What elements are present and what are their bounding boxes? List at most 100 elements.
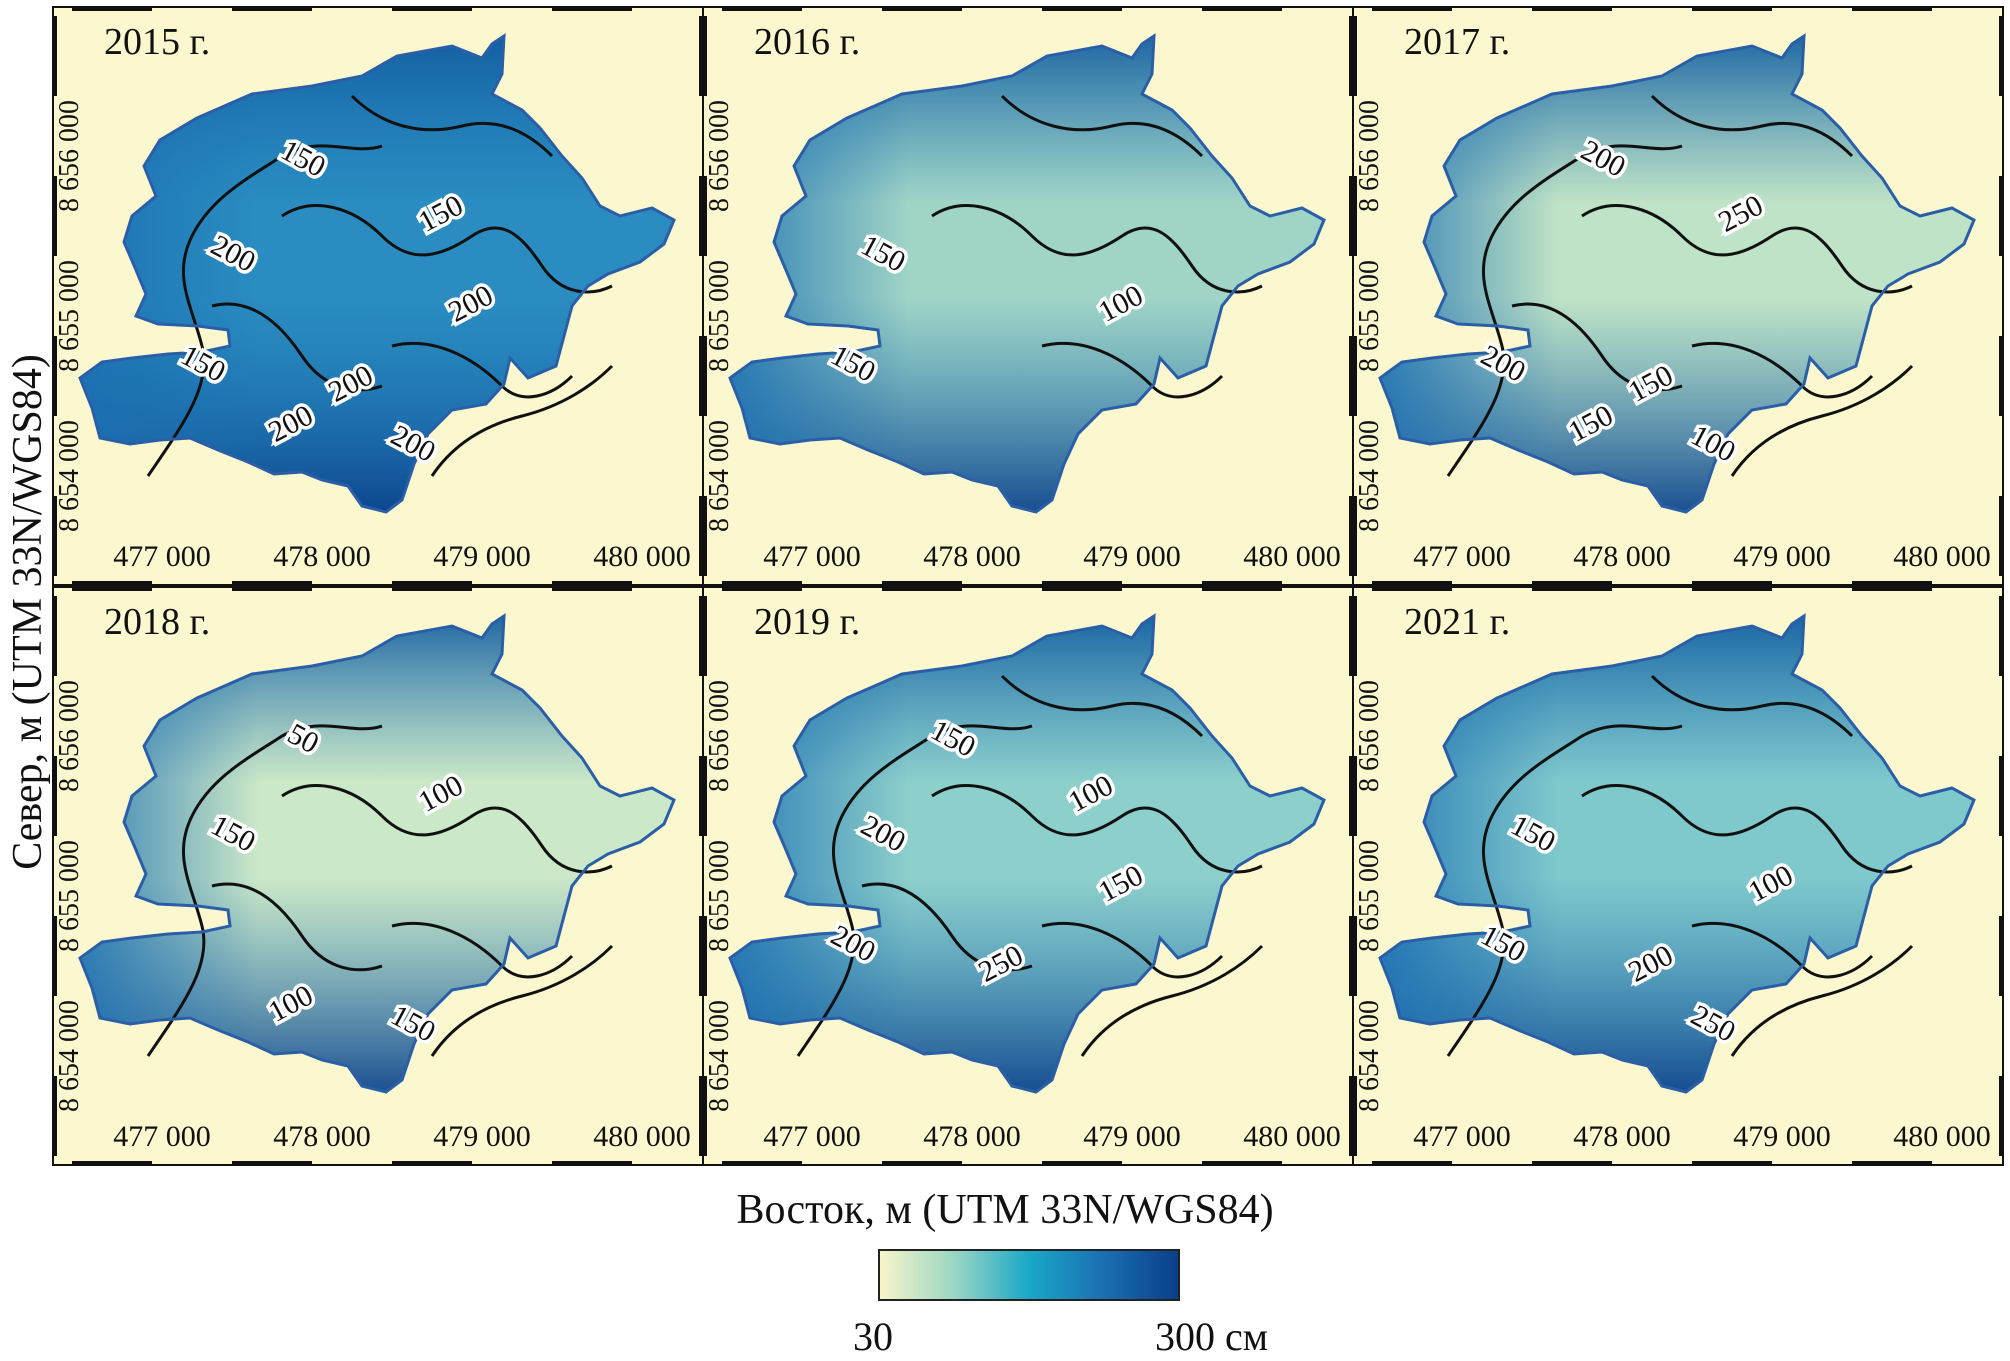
x-tick-label: 480 000 <box>593 540 691 573</box>
frame-tick <box>52 916 57 996</box>
lake-outline <box>1378 33 1976 514</box>
x-tick-label: 478 000 <box>923 1120 1021 1153</box>
panel-year-label: 2017 г. <box>1404 21 1510 63</box>
frame-tick <box>1852 6 1932 11</box>
y-tick-label: 8 654 000 <box>1354 420 1385 532</box>
x-tick-label: 479 000 <box>433 1120 531 1153</box>
contour-line <box>211 302 383 392</box>
contour-line <box>1650 94 1854 158</box>
contour-line <box>1730 364 1914 477</box>
lake-shade-west <box>730 36 1324 512</box>
contour-line <box>1581 784 1913 874</box>
frame-tick <box>882 581 962 586</box>
y-tick-label: 8 655 000 <box>704 840 735 952</box>
y-tick-label: 8 656 000 <box>54 680 85 792</box>
x-tick-label: 477 000 <box>763 540 861 573</box>
frame-tick <box>882 1161 962 1166</box>
frame-tick <box>1349 176 1354 256</box>
x-tick-label: 478 000 <box>273 540 371 573</box>
y-tick-label: 8 656 000 <box>1354 100 1385 212</box>
x-tick-label: 477 000 <box>1413 1120 1511 1153</box>
frame-tick <box>232 581 312 586</box>
frame-tick <box>1372 6 1452 11</box>
x-tick-label: 477 000 <box>113 1120 211 1153</box>
lake-shade-west <box>730 616 1324 1092</box>
frame-tick <box>1999 336 2004 416</box>
colorbar-min-label: 30 <box>853 1314 893 1359</box>
frame-tick <box>52 336 57 416</box>
frame-tick <box>1352 916 1357 996</box>
frame-tick <box>52 596 57 676</box>
frame-tick <box>702 496 707 576</box>
contour-line <box>1730 944 1914 1057</box>
y-tick-label: 8 655 000 <box>704 260 735 372</box>
y-tick-label: 8 655 000 <box>54 260 85 372</box>
frame-tick <box>699 176 704 256</box>
x-axis-title: Восток, м (UTM 33N/WGS84) <box>736 1187 1274 1233</box>
frame-tick <box>699 16 704 96</box>
y-tick-label: 8 654 000 <box>704 1000 735 1112</box>
y-tick-label: 8 654 000 <box>1354 1000 1385 1112</box>
colorbar <box>878 1249 1180 1301</box>
frame-tick <box>52 756 57 836</box>
contour-line <box>1000 94 1204 158</box>
x-tick-label: 478 000 <box>1573 540 1671 573</box>
frame-tick <box>1372 586 1452 591</box>
frame-tick <box>1532 586 1612 591</box>
panel-year-label: 2019 г. <box>754 601 860 643</box>
x-tick-label: 479 000 <box>1733 540 1831 573</box>
frame-tick <box>552 586 632 591</box>
x-tick-label: 477 000 <box>113 540 211 573</box>
panel-year-label: 2021 г. <box>1404 601 1510 643</box>
frame-tick <box>1372 1161 1452 1166</box>
frame-tick <box>392 1161 472 1166</box>
panel-year-label: 2016 г. <box>754 21 860 63</box>
frame-tick <box>1352 1076 1357 1156</box>
x-tick-label: 478 000 <box>273 1120 371 1153</box>
panel-year-label: 2018 г. <box>104 601 210 643</box>
frame-tick <box>722 581 802 586</box>
contour-line <box>1511 302 1683 392</box>
frame-tick <box>702 1076 707 1156</box>
x-tick-label: 479 000 <box>1083 1120 1181 1153</box>
panel-frame <box>1352 586 2004 1166</box>
frame-tick <box>722 1161 802 1166</box>
y-tick-label: 8 654 000 <box>54 1000 85 1112</box>
frame-tick <box>1692 581 1772 586</box>
frame-tick <box>1349 756 1354 836</box>
lake-shade-west <box>1380 616 1974 1092</box>
y-tick-label: 8 655 000 <box>1354 840 1385 952</box>
contour-line <box>796 724 1033 1057</box>
frame-tick <box>1349 496 1354 576</box>
frame-tick <box>699 596 704 676</box>
frame-tick <box>882 586 962 591</box>
frame-tick <box>702 596 707 676</box>
frame-tick <box>1349 916 1354 996</box>
colorbar-max-label: 300 см <box>1155 1314 1269 1359</box>
frame-tick <box>1352 596 1357 676</box>
frame-tick <box>1999 496 2004 576</box>
frame-tick <box>1352 16 1357 96</box>
frame-tick <box>72 6 152 11</box>
frame-tick <box>702 176 707 256</box>
y-tick-label: 8 654 000 <box>704 420 735 532</box>
frame-tick <box>72 586 152 591</box>
contour-line <box>281 204 613 294</box>
lake-shade-west <box>1380 36 1974 512</box>
panel-frame <box>1352 6 2004 586</box>
lake-outline <box>728 33 1326 514</box>
frame-tick <box>1999 16 2004 96</box>
lake-shade-west <box>80 36 674 512</box>
frame-tick <box>1352 496 1357 576</box>
frame-tick <box>52 176 57 256</box>
contour-line <box>1650 674 1854 738</box>
frame-tick <box>392 6 472 11</box>
panel-year-label: 2015 г. <box>104 21 210 63</box>
x-tick-label: 478 000 <box>1573 1120 1671 1153</box>
frame-tick <box>1692 6 1772 11</box>
frame-tick <box>1202 6 1282 11</box>
